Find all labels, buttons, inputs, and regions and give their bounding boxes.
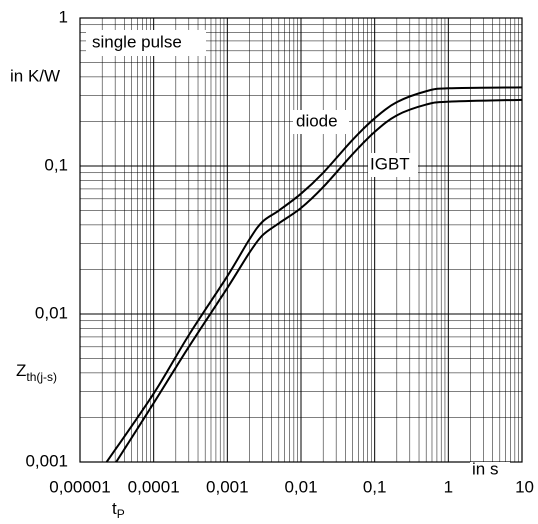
x-tick-label: 0,1 — [363, 477, 387, 496]
series-label: diode — [296, 111, 338, 130]
series-line — [105, 86, 523, 463]
x-symbol: tP — [112, 499, 125, 521]
y-unit-box — [8, 64, 74, 90]
x-tick-label: 10 — [515, 477, 534, 496]
x-tick-label: 1 — [444, 477, 453, 496]
x-unit: in s — [472, 459, 498, 478]
y-unit: in K/W — [10, 66, 60, 85]
lines — [105, 86, 523, 463]
diode-label-box — [293, 110, 349, 134]
y-tick-label: 0,1 — [44, 155, 68, 174]
annotation: single pulse — [92, 32, 182, 51]
y-symbol: Zth(j-s) — [16, 361, 57, 384]
y-symbol-main: Z — [16, 361, 26, 380]
y-tick-label: 0,01 — [35, 303, 68, 322]
y-symbol-sub: th(j-s) — [26, 370, 57, 384]
annotation-box — [86, 30, 206, 56]
x-unit-box — [470, 462, 510, 480]
x-tick-label: 0,01 — [284, 477, 317, 496]
x-tick-label: 0,001 — [206, 477, 249, 496]
x-tick-label: 0,00001 — [49, 477, 110, 496]
series-line — [115, 98, 523, 463]
grid — [79, 17, 523, 463]
series-label: IGBT — [370, 154, 410, 173]
x-symbol-sub: P — [117, 507, 125, 521]
y-tick-label: 0,001 — [25, 451, 68, 470]
y-tick-label: 1 — [59, 7, 68, 26]
x-symbol-main: t — [112, 499, 117, 518]
igbt-label-box — [368, 153, 418, 177]
x-tick-label: 0,0001 — [128, 477, 180, 496]
plot-frame — [79, 17, 523, 463]
